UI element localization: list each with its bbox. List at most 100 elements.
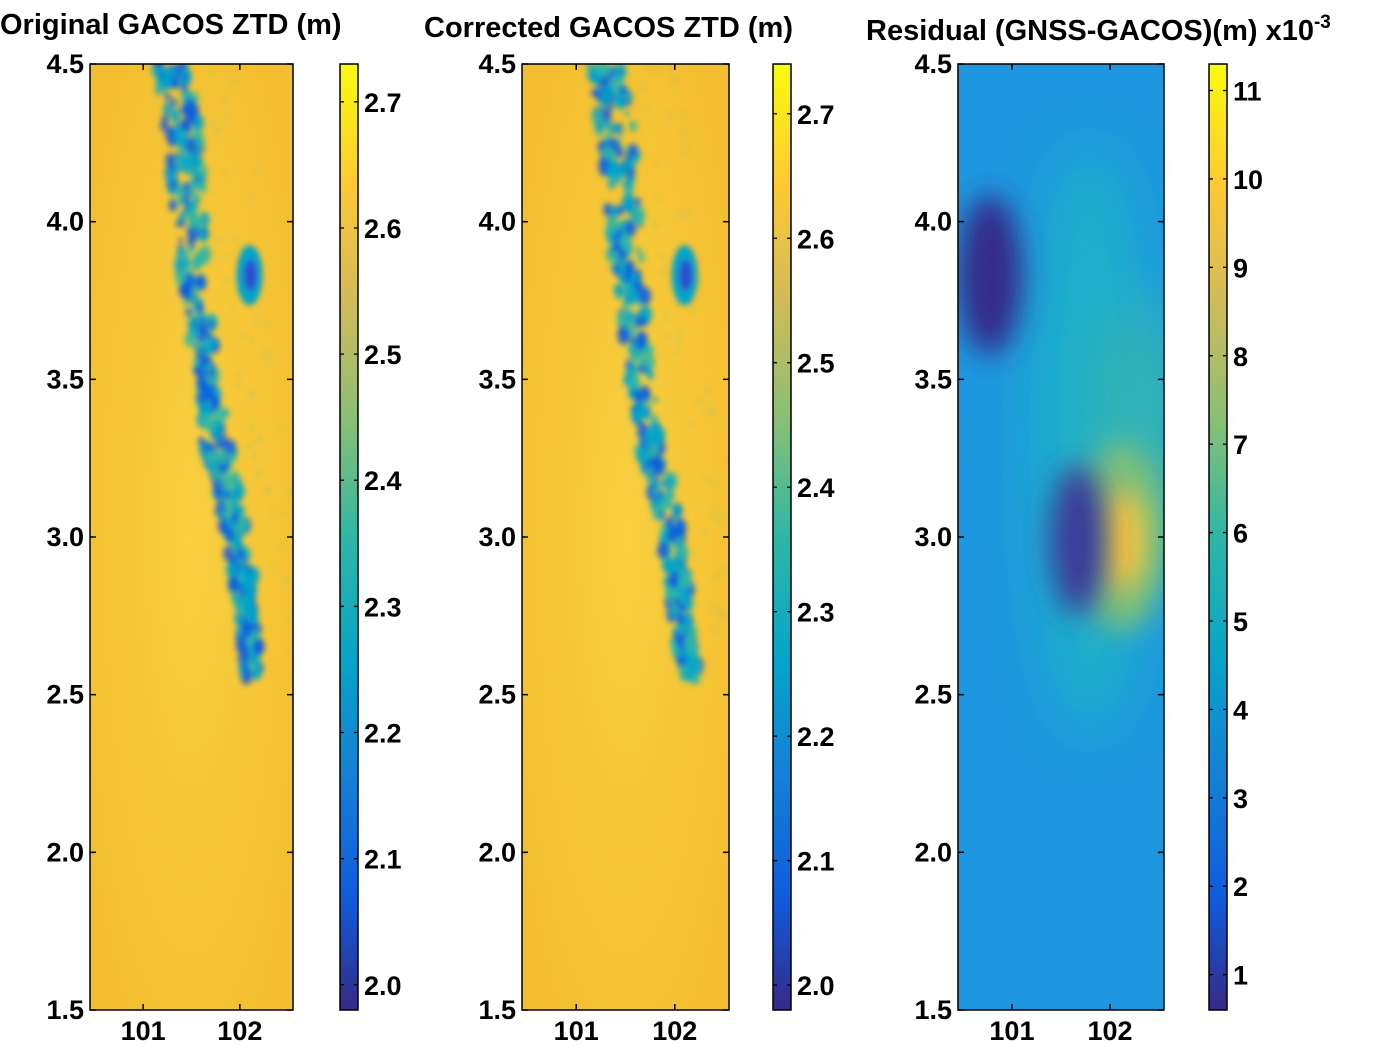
band-speckle <box>624 109 630 117</box>
band-speckle <box>202 412 215 432</box>
panel-3: 4.5 4.0 3.5 3.0 2.5 2.0 1.5 101 102 11 10 9 8 7 6 5 4 3… <box>914 49 1263 1046</box>
panel-2-colorbar-ticks: 2.7 2.6 2.5 2.4 2.3 2.2 2.1 2.0 <box>773 100 835 1001</box>
band-speckle <box>613 284 620 294</box>
band-speckle <box>625 308 634 321</box>
scattered-speck <box>653 66 657 72</box>
panel-3-title: Residual (GNSS-GACOS)(m) x10-3 <box>866 12 1331 47</box>
scattered-speck <box>264 348 268 354</box>
band-speckle <box>186 168 191 176</box>
scattered-speck <box>706 476 710 482</box>
scattered-speck <box>287 615 291 621</box>
scattered-speck <box>235 288 239 294</box>
band-speckle <box>214 406 226 424</box>
scattered-speck <box>642 83 646 89</box>
band-speckle <box>624 220 636 238</box>
x-tick-label: 101 <box>121 1016 166 1046</box>
panel-2-y-axis: 4.5 4.0 3.5 3.0 2.5 2.0 1.5 <box>478 49 729 1025</box>
band-speckle <box>199 211 210 228</box>
scattered-speck <box>231 306 235 312</box>
scattered-speck <box>691 422 695 428</box>
colorbar-tick-label: 11 <box>1233 77 1262 107</box>
colorbar-tick-label: 2.6 <box>797 224 835 254</box>
band-speckle <box>609 137 618 150</box>
low-ztd-spot <box>671 245 698 306</box>
colorbar-tick-label: 2.2 <box>364 719 402 749</box>
scattered-speck <box>685 210 689 216</box>
band-speckle <box>213 430 222 442</box>
band-speckle <box>634 210 645 226</box>
band-speckle <box>184 333 194 347</box>
band-speckle <box>653 396 658 403</box>
y-tick-label: 2.5 <box>478 680 516 710</box>
scattered-speck <box>295 494 298 499</box>
band-speckle <box>604 83 615 99</box>
y-tick-label: 3.0 <box>914 522 952 552</box>
band-speckle <box>204 354 212 366</box>
band-speckle <box>629 337 636 345</box>
band-speckle <box>186 206 197 222</box>
band-speckle <box>192 340 199 351</box>
band-speckle <box>189 244 195 253</box>
colorbar-tick-label: 2.3 <box>797 598 835 628</box>
scattered-speck <box>287 488 291 494</box>
band-speckle <box>167 66 177 80</box>
band-speckle <box>608 68 614 76</box>
y-tick-label: 4.5 <box>914 49 952 79</box>
band-speckle <box>205 374 212 383</box>
scattered-speck <box>664 315 668 321</box>
colorbar-tick-label: 2.6 <box>364 214 402 244</box>
band-speckle <box>677 638 686 650</box>
band-speckle <box>220 472 233 491</box>
band-speckle <box>168 198 178 212</box>
scattered-speck <box>266 320 270 326</box>
band-speckle <box>631 407 636 415</box>
band-speckle <box>629 120 637 132</box>
band-speckle <box>594 75 602 86</box>
scattered-speck <box>263 486 267 492</box>
band-speckle <box>184 273 196 289</box>
scattered-speck <box>266 488 270 494</box>
y-tick-label: 3.0 <box>46 522 84 552</box>
colorbar-tick-label: 1 <box>1233 961 1248 991</box>
scattered-speck <box>751 602 754 607</box>
spot-core <box>678 259 693 292</box>
scattered-speck <box>270 511 274 517</box>
scattered-speck <box>710 604 714 610</box>
band-speckle <box>219 507 229 521</box>
scattered-speck <box>661 269 665 275</box>
band-speckle <box>198 181 207 194</box>
band-speckle <box>594 88 602 100</box>
band-speckle <box>617 325 630 345</box>
panel-1-title: Original GACOS ZTD (m) <box>0 9 342 41</box>
band-speckle <box>626 185 634 196</box>
scattered-speck <box>706 388 710 394</box>
band-speckle <box>235 617 243 629</box>
scattered-speck <box>250 338 254 344</box>
scattered-speck <box>306 501 309 506</box>
band-speckle <box>181 248 190 262</box>
band-speckle <box>667 500 672 508</box>
panel-3-y-axis: 4.5 4.0 3.5 3.0 2.5 2.0 1.5 <box>914 49 1164 1025</box>
panel-2: 4.54.03.53.02.52.01.5 101 102 2.72.62.52.… <box>478 49 834 1046</box>
band-speckle <box>154 64 165 69</box>
scattered-speck <box>318 666 321 671</box>
scattered-speck <box>712 482 716 488</box>
colorbar-tick-label: 4 <box>1233 695 1248 725</box>
band-speckle <box>180 67 189 80</box>
band-speckle <box>204 338 211 347</box>
scattered-speck <box>720 517 724 523</box>
band-speckle <box>660 480 665 487</box>
band-speckle <box>668 476 675 487</box>
scattered-speck <box>219 239 223 245</box>
band-speckle <box>621 307 626 314</box>
colorbar-tick-label: 2.5 <box>364 340 402 370</box>
scattered-speck <box>257 438 261 444</box>
band-speckle <box>646 466 653 477</box>
band-speckle <box>231 471 240 483</box>
band-speckle <box>166 167 177 184</box>
band-speckle <box>165 153 175 168</box>
band-speckle <box>651 428 661 442</box>
band-speckle <box>175 220 181 228</box>
band-speckle <box>225 527 235 543</box>
